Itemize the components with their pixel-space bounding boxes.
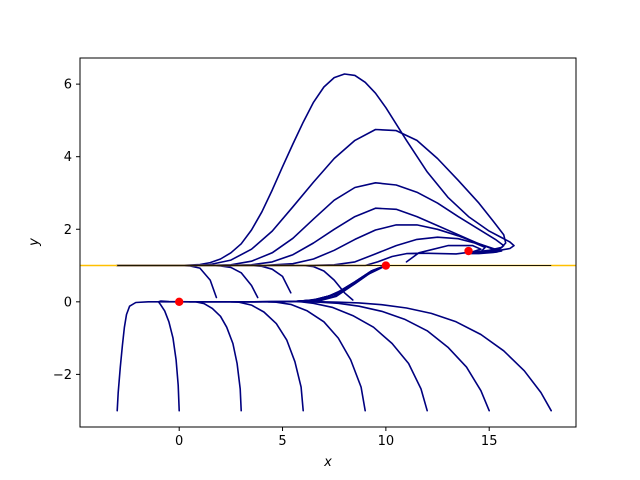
y-tick-label: −2 [53,368,72,383]
trajectory-line-10 [116,128,507,267]
y-tick-label: 2 [64,223,72,238]
equilibrium-point-2 [381,261,391,270]
x-axis-ticks: 0 5 10 15 [175,427,497,449]
x-tick-label: 5 [278,434,286,449]
equilibrium-points-layer [175,246,473,307]
y-tick-label: 4 [64,150,72,165]
y-tick-label: 0 [64,295,72,310]
x-tick-label: 15 [481,434,498,449]
y-tick-label: 6 [64,78,72,93]
x-tick-label: 10 [378,434,395,449]
equilibrium-point-1 [175,297,184,307]
y-axis-label: y [27,238,42,247]
x-tick-label: 0 [175,434,183,449]
x-axis-label: x [323,455,332,470]
trajectory-line-17 [294,264,429,412]
equilibrium-point-3 [464,246,473,256]
y-axis-ticks: −2 0 2 4 6 [53,78,80,383]
trajectory-line-11 [116,73,515,267]
trajectory-line-19 [310,264,553,412]
axes-frame [79,57,577,428]
plot-area [80,73,576,412]
